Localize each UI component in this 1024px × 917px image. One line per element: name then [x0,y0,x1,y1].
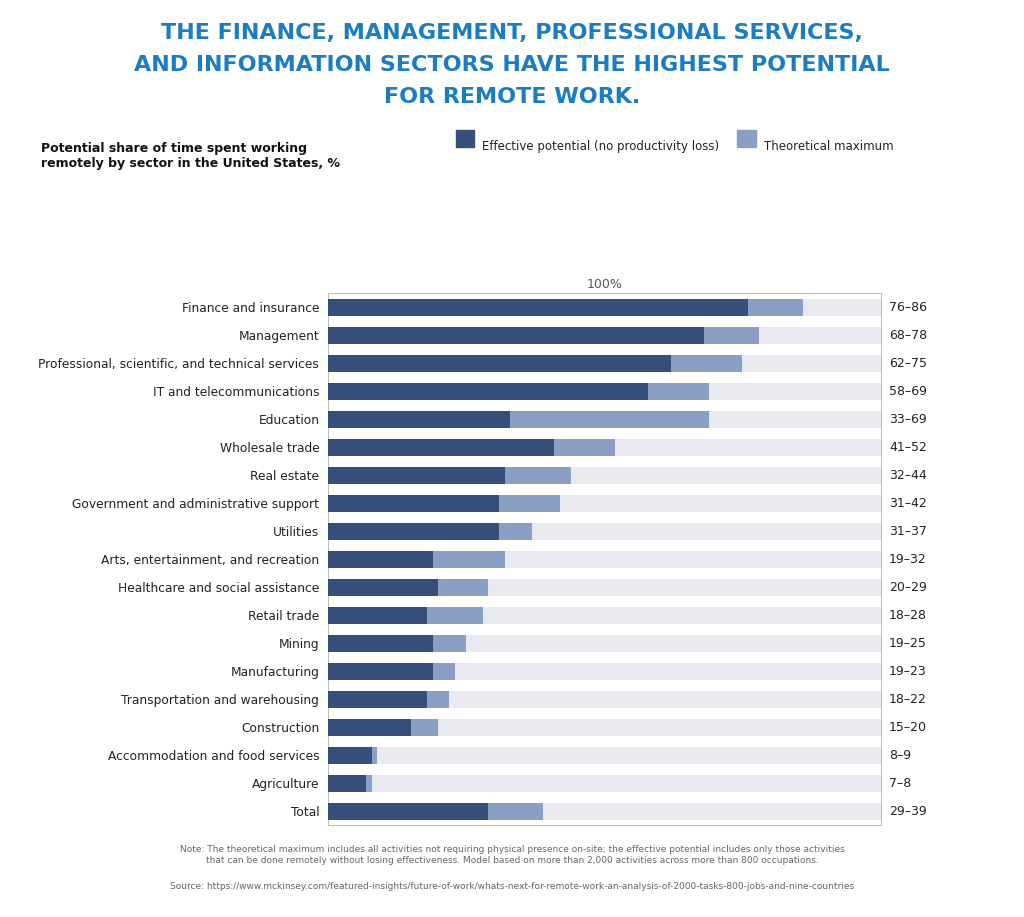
Text: 68–78: 68–78 [889,329,927,342]
Bar [328,467,505,484]
Bar [328,663,881,680]
Text: 33–69: 33–69 [889,413,927,425]
Bar [328,746,372,764]
Text: 31–42: 31–42 [889,497,927,510]
Text: 32–44: 32–44 [889,469,927,482]
Text: Potential share of time spent working
remotely by sector in the United States, %: Potential share of time spent working re… [41,142,340,171]
Bar [328,438,881,456]
Bar [328,411,710,428]
Text: 41–52: 41–52 [889,441,927,454]
Bar [328,438,615,456]
Bar [328,691,427,708]
Bar [328,326,881,344]
Bar [328,635,881,652]
Text: 20–29: 20–29 [889,580,927,594]
Bar [328,326,759,344]
Bar [328,802,488,820]
Bar [328,523,532,540]
Bar [328,663,455,680]
Text: 62–75: 62–75 [889,357,927,370]
Bar [328,299,748,316]
Bar [328,551,433,568]
Bar [328,551,505,568]
Bar [328,746,378,764]
Text: 7–8: 7–8 [889,777,911,790]
Bar [328,326,703,344]
Bar [328,579,438,596]
Bar [328,746,881,764]
Bar [328,691,450,708]
Bar [328,607,482,624]
Bar [328,719,438,736]
Bar [328,802,881,820]
Bar [328,355,881,372]
Bar [328,411,510,428]
Text: 58–69: 58–69 [889,385,927,398]
Bar [328,719,881,736]
Text: 8–9: 8–9 [889,749,911,762]
Text: 15–20: 15–20 [889,721,927,734]
Text: AND INFORMATION SECTORS HAVE THE HIGHEST POTENTIAL: AND INFORMATION SECTORS HAVE THE HIGHEST… [134,55,890,75]
Text: THE FINANCE, MANAGEMENT, PROFESSIONAL SERVICES,: THE FINANCE, MANAGEMENT, PROFESSIONAL SE… [161,23,863,43]
Bar [328,607,881,624]
Bar [328,494,881,512]
Bar [328,438,554,456]
Text: 29–39: 29–39 [889,805,927,818]
Text: 100%: 100% [586,278,623,292]
Text: 19–25: 19–25 [889,636,927,650]
Bar [328,635,466,652]
Text: Note: The theoretical maximum includes all activities not requiring physical pre: Note: The theoretical maximum includes a… [179,845,845,865]
Text: 76–86: 76–86 [889,301,927,314]
Bar [328,775,372,792]
Bar [328,467,881,484]
Text: FOR REMOTE WORK.: FOR REMOTE WORK. [384,87,640,107]
Text: 18–28: 18–28 [889,609,927,622]
Text: 19–32: 19–32 [889,553,927,566]
Text: Source: https://www.mckinsey.com/featured-insights/future-of-work/whats-next-for: Source: https://www.mckinsey.com/feature… [170,882,854,891]
Bar [328,382,710,400]
Bar [328,551,881,568]
Bar [328,355,742,372]
Bar [328,579,881,596]
Bar [328,523,499,540]
Bar [328,775,367,792]
Bar [328,467,571,484]
Text: 31–37: 31–37 [889,525,927,538]
Text: Theoretical maximum: Theoretical maximum [764,140,894,153]
Bar [328,299,803,316]
Bar [328,299,881,316]
Text: 19–23: 19–23 [889,665,927,678]
Bar [328,691,881,708]
Bar [328,382,648,400]
Bar [328,579,488,596]
Bar [328,802,544,820]
Bar [328,494,560,512]
Bar [328,719,411,736]
Bar [328,382,881,400]
Bar [328,663,433,680]
Text: 18–22: 18–22 [889,693,927,706]
Text: Effective potential (no productivity loss): Effective potential (no productivity los… [482,140,720,153]
Bar [328,523,881,540]
Bar [328,355,671,372]
Bar [328,411,881,428]
Bar [328,775,881,792]
Bar [328,635,433,652]
Bar [328,607,427,624]
Bar [328,494,499,512]
